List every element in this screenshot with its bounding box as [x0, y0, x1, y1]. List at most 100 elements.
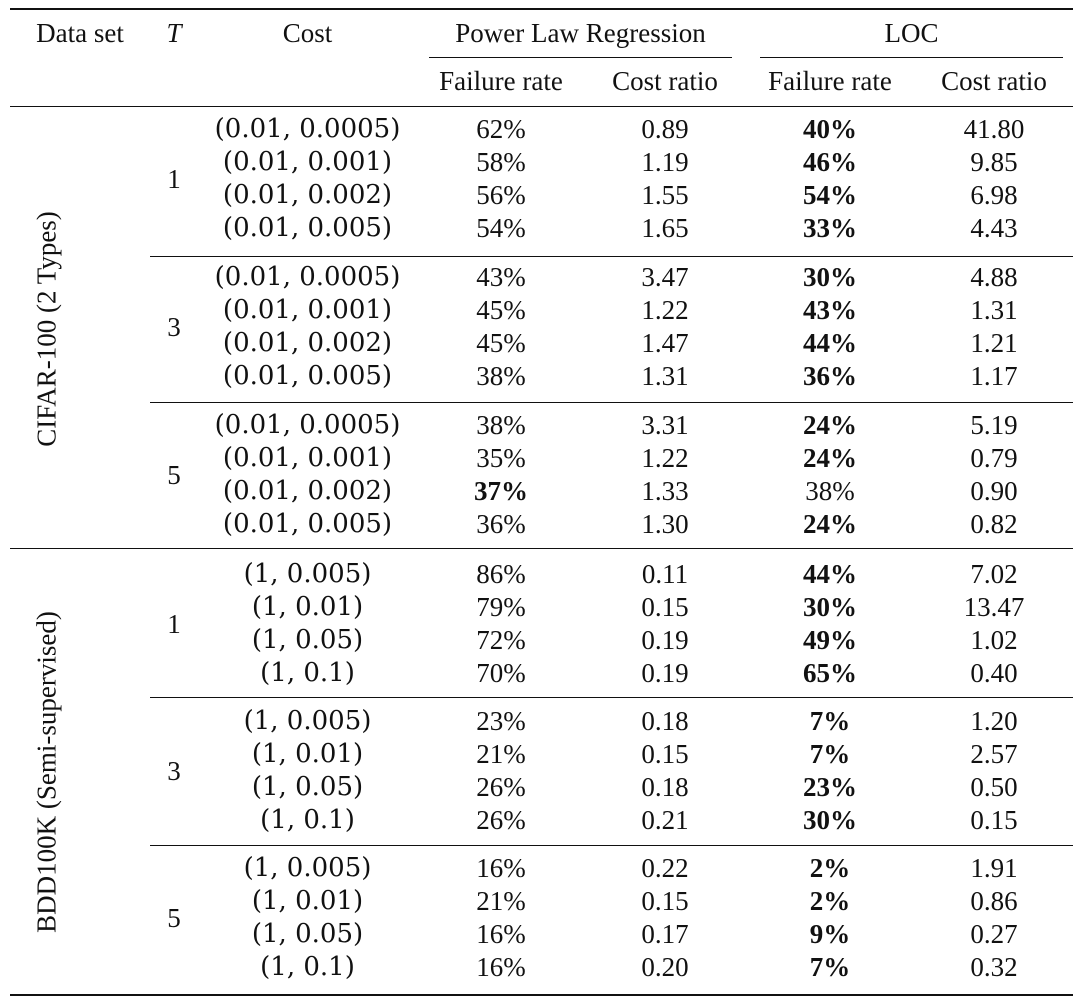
table-cell-plr-fail: 16%: [476, 952, 526, 982]
table-cell-cost: (1, 0.005): [243, 853, 372, 883]
table-cell-plr-ratio: 0.15: [641, 592, 689, 622]
table-cell-loc-ratio: 0.15: [970, 805, 1018, 835]
table-cell-plr-ratio: 1.33: [641, 476, 689, 506]
loc-header-rule: [760, 57, 1063, 58]
table-cell-loc-ratio: 4.43: [970, 213, 1018, 243]
table-cell-plr-fail: 35%: [476, 443, 526, 473]
table-cell-loc-ratio: 0.32: [970, 952, 1018, 982]
results-table: Data set T Cost Power Law Regression LOC…: [10, 0, 1073, 1007]
table-cell-plr-ratio: 0.11: [641, 559, 689, 589]
table-cell-loc-ratio: 41.80: [963, 114, 1025, 144]
table-cell-loc-fail: 23%: [803, 772, 857, 802]
group-separator-rule: [150, 845, 1073, 846]
table-cell-loc-ratio: 1.21: [970, 328, 1018, 358]
table-cell-plr-ratio: 1.55: [641, 180, 689, 210]
table-cell-loc-ratio: 7.02: [970, 559, 1018, 589]
table-cell-loc-fail: 7%: [809, 952, 851, 982]
group-t-value: 1: [167, 608, 181, 639]
table-cell-plr-fail: 43%: [476, 262, 526, 292]
table-cell-plr-fail: 16%: [476, 919, 526, 949]
group-t-value: 3: [167, 755, 181, 786]
table-cell-loc-ratio: 5.19: [970, 410, 1018, 440]
table-cell-cost: (1, 0.1): [260, 658, 355, 688]
group-t-value: 5: [167, 902, 181, 933]
table-cell-plr-fail: 56%: [476, 180, 526, 210]
table-cell-plr-fail: 58%: [476, 147, 526, 177]
table-cell-loc-ratio: 0.50: [970, 772, 1018, 802]
table-cell-plr-ratio: 0.89: [641, 114, 689, 144]
table-cell-plr-fail: 21%: [476, 739, 526, 769]
table-cell-cost: (0.01, 0.002): [222, 328, 393, 358]
table-cell-loc-fail: 24%: [803, 410, 857, 440]
table-cell-loc-fail: 24%: [803, 443, 857, 473]
table-cell-plr-fail: 62%: [476, 114, 526, 144]
table-cell-plr-ratio: 3.47: [641, 262, 689, 292]
table-cell-plr-ratio: 0.19: [641, 625, 689, 655]
table-cell-plr-ratio: 1.22: [641, 295, 689, 325]
table-cell-cost: (0.01, 0.001): [222, 443, 393, 473]
header-loc: LOC: [884, 18, 939, 48]
table-cell-plr-ratio: 0.21: [641, 805, 689, 835]
table-cell-plr-fail: 36%: [476, 509, 526, 539]
table-cell-loc-fail: 43%: [803, 295, 857, 325]
header-rule: [10, 106, 1073, 107]
group-t-value: 5: [167, 459, 181, 490]
table-cell-plr-fail: 21%: [476, 886, 526, 916]
table-cell-plr-ratio: 3.31: [641, 410, 689, 440]
table-cell-plr-fail: 72%: [476, 625, 526, 655]
bottom-rule: [10, 994, 1073, 996]
table-cell-cost: (0.01, 0.005): [222, 509, 393, 539]
table-cell-plr-fail: 16%: [476, 853, 526, 883]
table-cell-loc-fail: 30%: [803, 262, 857, 292]
table-cell-loc-fail: 30%: [803, 592, 857, 622]
table-cell-loc-fail: 2%: [809, 853, 851, 883]
table-cell-loc-ratio: 0.82: [970, 509, 1018, 539]
table-cell-cost: (1, 0.05): [251, 625, 364, 655]
table-cell-cost: (1, 0.01): [251, 592, 364, 622]
table-cell-loc-fail: 49%: [803, 625, 857, 655]
table-cell-loc-fail: 7%: [809, 739, 851, 769]
table-cell-cost: (0.01, 0.005): [222, 361, 393, 391]
table-cell-loc-fail: 24%: [803, 509, 857, 539]
table-cell-plr-ratio: 1.30: [641, 509, 689, 539]
table-cell-loc-fail: 46%: [803, 147, 857, 177]
table-cell-plr-ratio: 1.19: [641, 147, 689, 177]
table-cell-cost: (1, 0.1): [260, 805, 355, 835]
group-separator-rule: [150, 402, 1073, 403]
table-cell-cost: (1, 0.01): [251, 739, 364, 769]
dataset-label: BDD100K (Semi-supervised): [31, 611, 62, 933]
table-cell-plr-fail: 26%: [476, 805, 526, 835]
table-cell-plr-ratio: 1.31: [641, 361, 689, 391]
table-cell-plr-ratio: 0.19: [641, 658, 689, 688]
table-cell-loc-ratio: 1.02: [970, 625, 1018, 655]
table-cell-cost: (0.01, 0.002): [222, 476, 393, 506]
table-cell-cost: (0.01, 0.001): [222, 147, 393, 177]
table-cell-cost: (1, 0.01): [251, 886, 364, 916]
group-t-value: 3: [167, 311, 181, 342]
table-cell-plr-ratio: 1.47: [641, 328, 689, 358]
table-cell-loc-ratio: 0.90: [970, 476, 1018, 506]
header-loc-failure-rate: Failure rate: [768, 66, 892, 96]
header-plr-cost-ratio: Cost ratio: [612, 66, 718, 96]
table-cell-loc-fail: 65%: [803, 658, 857, 688]
table-cell-cost: (1, 0.1): [260, 952, 355, 982]
header-dataset: Data set: [36, 18, 124, 48]
table-cell-plr-fail: 38%: [476, 361, 526, 391]
dataset-label: CIFAR-100 (2 Types): [31, 211, 62, 447]
header-power-law-regression: Power Law Regression: [455, 18, 706, 48]
table-cell-loc-fail: 30%: [803, 805, 857, 835]
table-cell-loc-ratio: 0.79: [970, 443, 1018, 473]
table-cell-plr-ratio: 0.20: [641, 952, 689, 982]
table-cell-loc-ratio: 0.40: [970, 658, 1018, 688]
table-cell-plr-fail: 23%: [476, 706, 526, 736]
table-cell-plr-fail: 86%: [476, 559, 526, 589]
table-cell-loc-fail: 9%: [809, 919, 851, 949]
table-cell-loc-fail: 44%: [803, 328, 857, 358]
table-cell-cost: (1, 0.005): [243, 559, 372, 589]
header-plr-failure-rate: Failure rate: [439, 66, 563, 96]
table-cell-plr-fail: 45%: [476, 328, 526, 358]
table-cell-loc-fail: 2%: [809, 886, 851, 916]
table-cell-cost: (0.01, 0.0005): [214, 410, 401, 440]
table-cell-plr-ratio: 0.18: [641, 772, 689, 802]
table-cell-loc-fail: 7%: [809, 706, 851, 736]
